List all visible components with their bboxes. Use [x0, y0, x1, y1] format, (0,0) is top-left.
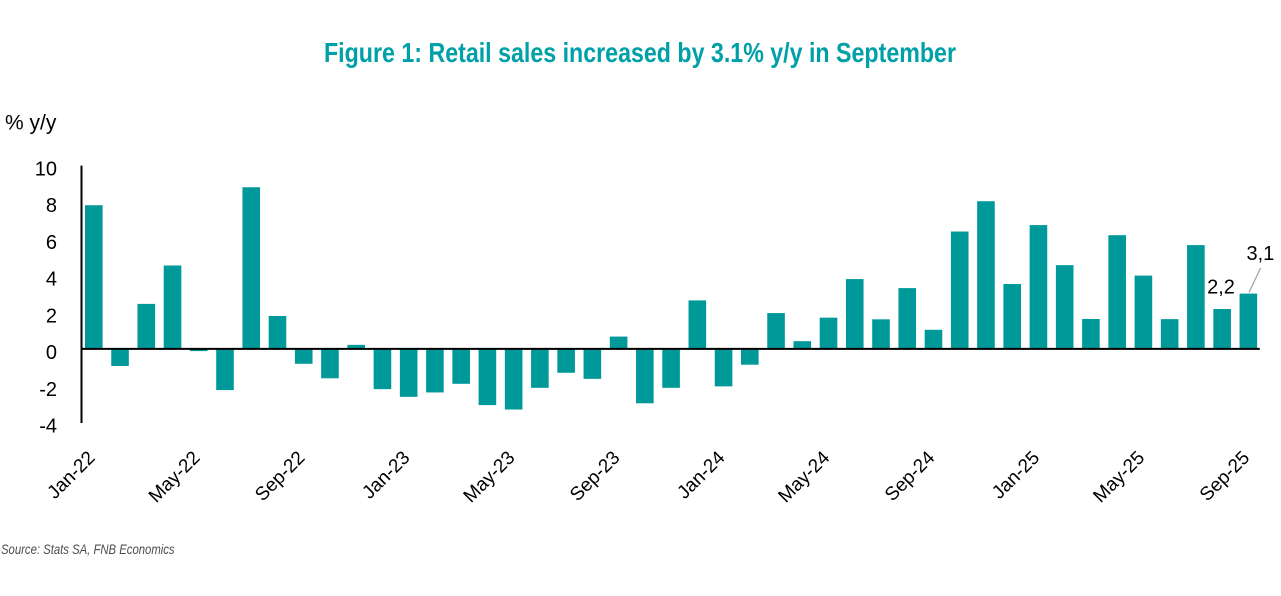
svg-text:3,1: 3,1 [1246, 243, 1274, 265]
svg-text:2: 2 [46, 306, 57, 328]
svg-text:May-24: May-24 [775, 447, 835, 507]
svg-text:May-25: May-25 [1089, 447, 1149, 507]
svg-text:2,2: 2,2 [1207, 277, 1235, 299]
svg-text:-2: -2 [39, 379, 57, 401]
svg-text:4: 4 [46, 269, 57, 291]
svg-text:Figure 1: Retail sales increas: Figure 1: Retail sales increased by 3.1%… [324, 37, 956, 68]
svg-text:10: 10 [35, 159, 57, 181]
svg-text:May-23: May-23 [460, 447, 520, 507]
svg-text:May-22: May-22 [145, 447, 205, 507]
svg-text:0: 0 [46, 342, 57, 364]
svg-text:8: 8 [46, 195, 57, 217]
svg-text:-4: -4 [39, 416, 57, 438]
svg-text:Jan-24: Jan-24 [673, 447, 729, 503]
svg-text:Sep-23: Sep-23 [566, 447, 624, 505]
svg-text:Source: Stats SA, FNB Economic: Source: Stats SA, FNB Economics [1, 541, 175, 557]
svg-text:Sep-22: Sep-22 [251, 447, 309, 505]
svg-text:6: 6 [46, 232, 57, 254]
svg-text:Jan-25: Jan-25 [988, 447, 1044, 503]
svg-text:Sep-25: Sep-25 [1196, 447, 1254, 505]
svg-text:Jan-22: Jan-22 [44, 447, 100, 503]
svg-text:% y/y: % y/y [5, 112, 57, 135]
svg-text:Jan-23: Jan-23 [358, 447, 414, 503]
svg-text:Sep-24: Sep-24 [881, 447, 939, 505]
